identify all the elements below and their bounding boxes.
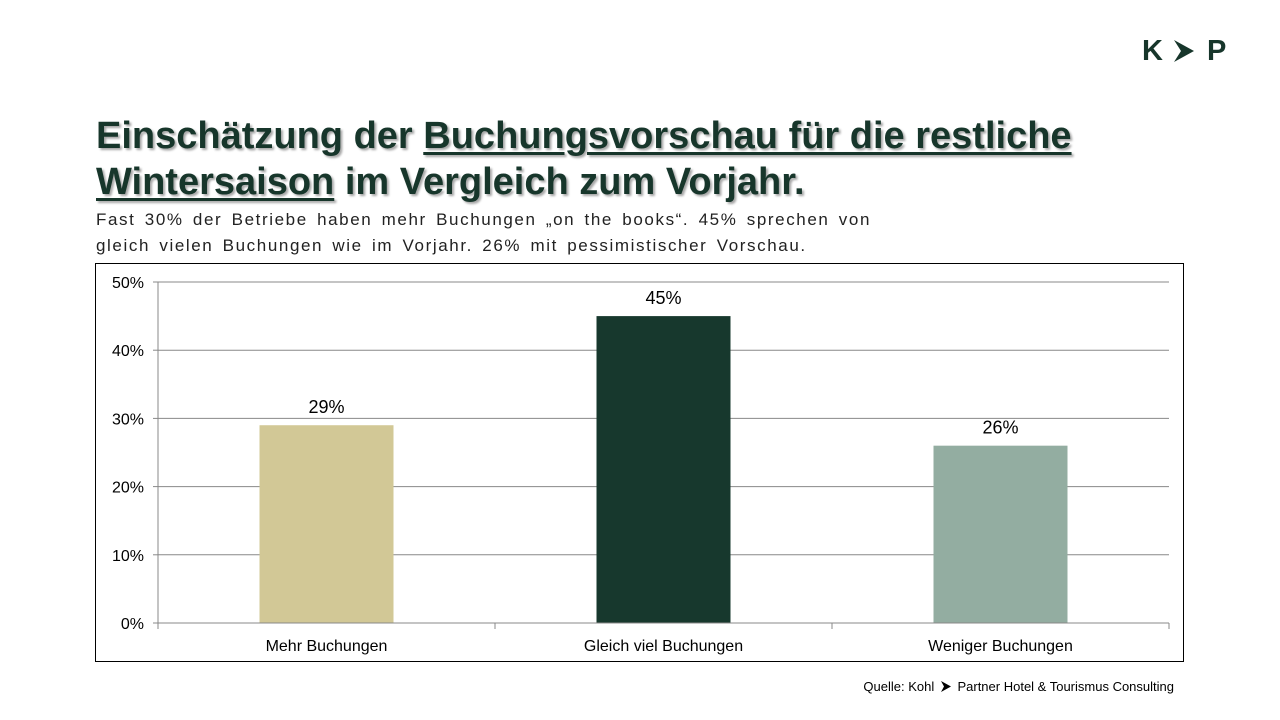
logo-letter-p: P	[1206, 34, 1227, 67]
page-title: Einschätzung der Buchungsvorschau für di…	[96, 113, 1196, 205]
y-tick-label: 20%	[112, 480, 144, 497]
x-tick-label: Mehr Buchungen	[266, 638, 388, 655]
y-tick-label: 30%	[112, 411, 144, 428]
company-logo: K P	[1142, 34, 1242, 67]
data-label: 45%	[645, 288, 681, 308]
bar	[933, 445, 1068, 623]
source-prefix: Quelle: Kohl	[863, 679, 935, 694]
y-tick-label: 50%	[112, 275, 144, 292]
small-chevron-right-icon	[940, 681, 951, 692]
y-tick-label: 10%	[112, 548, 144, 565]
x-tick-label: Gleich viel Buchungen	[584, 638, 743, 655]
bar	[596, 316, 731, 623]
chevron-right-icon	[1173, 40, 1194, 62]
logo-letter-k: K	[1142, 34, 1163, 67]
subtitle-line-2: gleich vielen Buchungen wie im Vorjahr. …	[96, 236, 807, 255]
bar-chart: 0% 10% 20% 30% 40% 50% 29% Mehr Buchungen 45% Gle…	[112, 275, 1170, 655]
title-part-3: im Vergleich zum Vorjahr.	[334, 161, 805, 203]
subtitle-line-1: Fast 30% der Betriebe haben mehr Buchung…	[96, 210, 871, 229]
source-suffix: Partner Hotel & Tourismus Consulting	[957, 679, 1174, 694]
source-note: Quelle: Kohl Partner Hotel & Tourismus C…	[863, 679, 1174, 694]
bar	[259, 425, 394, 623]
x-tick-label: Weniger Buchungen	[928, 638, 1073, 655]
chart-frame: 0% 10% 20% 30% 40% 50% 29% Mehr Buchungen 45% Gle…	[95, 263, 1184, 662]
page-subtitle: Fast 30% der Betriebe haben mehr Buchung…	[96, 207, 996, 259]
data-label: 26%	[982, 418, 1018, 438]
title-part-2-underlined: Buchungsvorschau für die restliche Winte…	[96, 115, 1072, 203]
title-part-1: Einschätzung der	[96, 115, 424, 157]
y-tick-label: 40%	[112, 343, 144, 360]
data-label: 29%	[308, 397, 344, 417]
y-tick-label: 0%	[121, 616, 144, 633]
